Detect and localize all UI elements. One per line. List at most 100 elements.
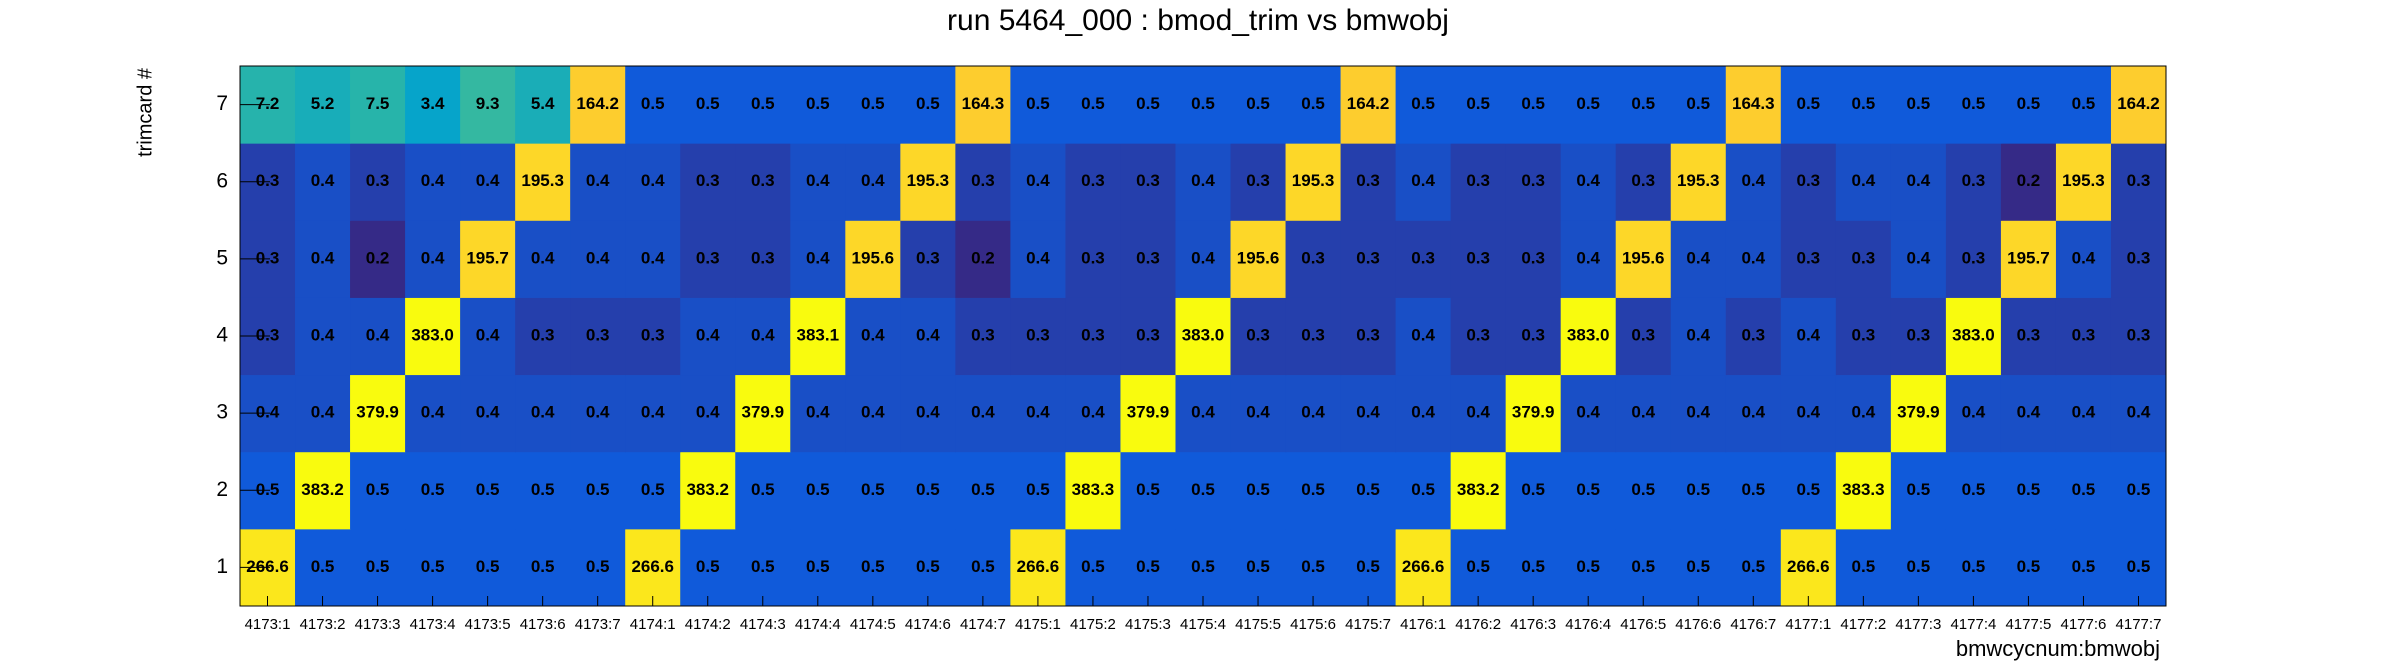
cell-label: 0.3 (1796, 248, 1820, 267)
cell-label: 0.5 (1741, 480, 1765, 499)
cell-label: 0.3 (971, 171, 995, 190)
cell-label: 0.4 (1026, 403, 1050, 422)
heatmap-cell (1450, 528, 1507, 607)
cell-label: 164.2 (576, 94, 619, 113)
heatmap-cell (460, 374, 516, 453)
cell-label: 0.5 (421, 557, 445, 576)
heatmap-cell (1890, 528, 1947, 607)
heatmap-cell (735, 528, 791, 607)
heatmap-cell (1010, 143, 1066, 221)
cell-label: 0.4 (311, 171, 335, 190)
x-tick-label: 4175:2 (1070, 616, 1116, 633)
cell-label: 164.3 (1732, 94, 1775, 113)
heatmap-cell (1945, 451, 2002, 530)
cell-label: 0.3 (1852, 248, 1876, 267)
heatmap-cell (1505, 297, 1562, 376)
heatmap-cell (2110, 297, 2167, 376)
cell-label: 0.5 (421, 480, 445, 499)
heatmap-cell (515, 297, 571, 376)
cell-label: 0.5 (1356, 480, 1380, 499)
heatmap-cell (680, 66, 736, 144)
cell-label: 0.4 (751, 325, 775, 344)
cell-label: 0.5 (1796, 480, 1820, 499)
heatmap-cell (405, 528, 461, 607)
cell-label: 0.3 (1136, 248, 1160, 267)
cell-label: 0.3 (1356, 171, 1380, 190)
heatmap-cell (2055, 143, 2112, 221)
cell-label: 0.3 (1852, 325, 1876, 344)
cell-label: 383.0 (1952, 325, 1995, 344)
heatmap-cell (1065, 297, 1121, 376)
cell-label: 0.3 (1301, 248, 1325, 267)
cell-label: 0.4 (421, 248, 445, 267)
cell-label: 0.5 (2017, 480, 2041, 499)
x-tick-label: 4176:3 (1510, 616, 1556, 633)
cell-label: 0.5 (1852, 557, 1876, 576)
cell-label: 0.4 (1466, 403, 1490, 422)
cell-label: 0.3 (1521, 248, 1545, 267)
heatmap-cell (625, 528, 681, 607)
cell-label: 379.9 (356, 403, 399, 422)
cell-label: 0.5 (1907, 94, 1931, 113)
x-tick-label: 4177:7 (2116, 616, 2162, 633)
x-tick-label: 4173:2 (300, 616, 346, 633)
x-tick-label: 4173:4 (410, 616, 456, 633)
cell-label: 0.5 (1191, 480, 1215, 499)
cell-label: 0.3 (1741, 325, 1765, 344)
cell-label: 0.5 (531, 480, 555, 499)
heatmap-cell (1670, 374, 1727, 453)
heatmap-cell (460, 220, 516, 298)
heatmap-cell (1395, 220, 1452, 298)
heatmap-cell (1175, 220, 1232, 298)
heatmap-cell (1505, 451, 1562, 530)
heatmap-cell (295, 297, 351, 376)
heatmap-cell (1725, 66, 1782, 144)
heatmap-cell (845, 528, 901, 607)
cell-label: 0.5 (916, 94, 940, 113)
heatmap-cell (2000, 143, 2057, 221)
cell-label: 0.4 (861, 325, 885, 344)
heatmap-cell (2110, 374, 2167, 453)
heatmap-cell (1065, 66, 1121, 144)
cell-label: 0.3 (1246, 171, 1270, 190)
cell-label: 0.5 (2017, 94, 2041, 113)
cell-label: 0.4 (916, 403, 940, 422)
heatmap-cell (2055, 451, 2112, 530)
cell-label: 0.4 (1686, 248, 1710, 267)
heatmap-cell (1450, 220, 1507, 298)
cell-label: 0.4 (476, 171, 500, 190)
cell-label: 0.4 (1411, 403, 1435, 422)
heatmap-cell (1615, 66, 1672, 144)
cell-label: 0.5 (1191, 557, 1215, 576)
cell-label: 0.5 (861, 480, 885, 499)
cell-label: 0.3 (916, 248, 940, 267)
cell-label: 0.5 (1576, 480, 1600, 499)
heatmap-cell (1230, 143, 1287, 221)
heatmap-cell (625, 297, 681, 376)
cell-label: 0.4 (641, 171, 665, 190)
cell-label: 383.2 (686, 480, 729, 499)
heatmap-cell (2055, 374, 2112, 453)
cell-label: 0.3 (971, 325, 995, 344)
heatmap-cell (1505, 220, 1562, 298)
heatmap-cell (1010, 66, 1066, 144)
x-tick-label: 4174:1 (630, 616, 676, 633)
heatmap-cell (845, 297, 901, 376)
cell-label: 0.5 (1466, 94, 1490, 113)
cell-label: 0.4 (1576, 248, 1600, 267)
cell-label: 0.4 (696, 325, 720, 344)
heatmap-cell (1065, 220, 1121, 298)
heatmap-cell (1725, 143, 1782, 221)
cell-label: 0.3 (2127, 248, 2151, 267)
cell-label: 7.5 (366, 94, 390, 113)
cell-label: 0.5 (1631, 557, 1655, 576)
x-tick-label: 4174:7 (960, 616, 1006, 633)
heatmap-cell (1890, 220, 1947, 298)
cell-label: 0.3 (1081, 248, 1105, 267)
cell-label: 383.1 (797, 325, 840, 344)
heatmap-cell (350, 451, 406, 530)
heatmap-cell (1670, 143, 1727, 221)
cell-label: 0.5 (806, 94, 830, 113)
x-tick-label: 4173:7 (575, 616, 621, 633)
cell-label: 0.4 (1741, 248, 1765, 267)
